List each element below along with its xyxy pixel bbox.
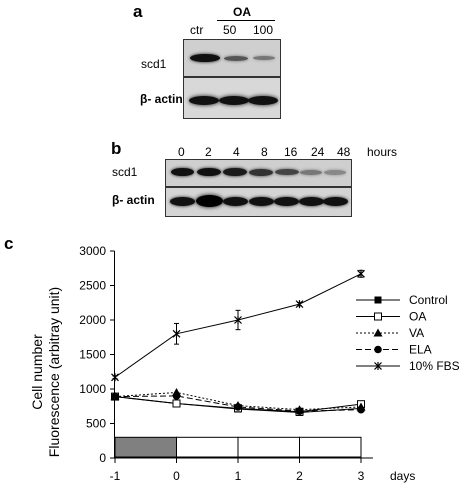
marker-filled-triangle [373, 328, 383, 337]
lane-label-50: 50 [223, 23, 237, 37]
treatment-label: OA [233, 5, 251, 19]
timepoint-48: 48 [337, 145, 351, 159]
y-tick-label: 500 [86, 417, 106, 431]
schedule-segment-white [299, 436, 362, 458]
band-b-actin-48 [323, 197, 348, 206]
x-tick-label: 1 [235, 469, 242, 483]
chart-legend: Control OA VA ELA 10% FBS [356, 293, 460, 373]
marker-filled-circle [295, 407, 304, 415]
x-tick-label: 3 [358, 469, 365, 483]
marker-asterisk [234, 316, 242, 324]
band-b-actin-8 [249, 197, 274, 206]
scd1-label-a: scd1 [141, 57, 167, 71]
panel-a-letter: a [133, 2, 143, 21]
treatment-bracket [217, 20, 275, 21]
band-b-actin-16 [274, 197, 299, 206]
series-ela [111, 392, 365, 415]
y-tick-label: 1000 [79, 382, 106, 396]
band-b-scd1-24 [300, 170, 322, 175]
legend-entry: OA [356, 310, 426, 324]
band-b-actin-0 [170, 197, 195, 206]
legend-label: VA [409, 326, 424, 340]
band-a-scd1-ctr [190, 54, 220, 62]
panel-b-letter: b [111, 139, 122, 158]
chart-series [110, 269, 366, 416]
timepoint-2: 2 [205, 145, 212, 159]
band-a-actin-100 [248, 96, 278, 105]
marker-filled-circle [111, 392, 119, 401]
band-a-actin-50 [219, 96, 249, 105]
marker-asterisk [374, 362, 382, 370]
y-tick-label: 1500 [79, 348, 106, 362]
schedule-segment-white [176, 436, 239, 458]
marker-filled-circle [357, 405, 365, 414]
marker-open-square [374, 312, 382, 321]
legend-entry: VA [356, 326, 424, 340]
marker-asterisk [357, 269, 365, 278]
x-tick-label: 0 [173, 469, 180, 483]
marker-filled-circle [172, 392, 181, 400]
marker-filled-circle [234, 403, 242, 411]
timepoint-8: 8 [261, 145, 268, 159]
blot-a-scd1 [183, 39, 281, 77]
timepoint-unit: hours [367, 145, 398, 159]
band-b-scd1-0 [171, 168, 194, 176]
y-tick-label: 2500 [79, 279, 106, 293]
actin-label-a: β- actin [140, 92, 183, 106]
series-10-fbs [111, 269, 365, 382]
schedule-segment-white [237, 436, 300, 458]
blot-b-scd1 [165, 159, 352, 187]
band-b-scd1-48 [324, 170, 346, 175]
marker-asterisk [295, 300, 304, 309]
lane-label-ctr: ctr [190, 23, 204, 37]
marker-filled-square [374, 296, 382, 304]
legend-entry: Control [356, 293, 448, 307]
blot-a-actin [183, 77, 281, 119]
series-line [114, 395, 362, 412]
scd1-label-b: scd1 [112, 165, 138, 179]
timepoint-0: 0 [178, 145, 185, 159]
band-b-scd1-2 [197, 168, 221, 176]
band-b-scd1-8 [249, 169, 273, 176]
x-axis-label: days [390, 469, 415, 483]
timepoint-4: 4 [233, 145, 240, 159]
timepoint-24: 24 [311, 145, 325, 159]
panel-c-letter: c [4, 234, 14, 253]
band-b-actin-4 [223, 197, 248, 206]
band-b-actin-2 [196, 195, 223, 207]
band-b-scd1-4 [223, 168, 247, 176]
y-tick-label: 0 [99, 451, 106, 465]
chart-axes: 0 500 1000 1500 2000 2500 3000 -1 0 1 2 3 days [79, 244, 415, 483]
band-a-actin-ctr [189, 96, 219, 105]
lane-label-100: 100 [253, 23, 274, 37]
legend-label: 10% FBS [409, 359, 460, 373]
actin-label-b: β- actin [112, 193, 155, 207]
marker-asterisk [172, 329, 181, 338]
x-tick-label: 2 [296, 469, 303, 483]
band-b-actin-24 [299, 197, 324, 206]
x-tick-label: -1 [110, 469, 121, 483]
legend-entry: 10% FBS [356, 359, 460, 373]
timepoint-16: 16 [284, 145, 298, 159]
band-b-scd1-16 [275, 169, 299, 175]
y-tick-label: 3000 [79, 244, 106, 258]
marker-open-square [172, 399, 181, 408]
y-tick-label: 2000 [79, 313, 106, 327]
band-a-scd1-50 [224, 56, 248, 61]
schedule-segment-gray [114, 436, 177, 458]
marker-filled-circle [374, 345, 382, 354]
marker-asterisk [111, 373, 119, 382]
legend-label: ELA [409, 343, 432, 357]
band-a-scd1-100 [253, 56, 275, 60]
legend-entry: ELA [356, 343, 432, 357]
legend-label: Control [409, 293, 448, 307]
legend-label: OA [409, 310, 426, 324]
blot-b-actin [165, 187, 352, 217]
treatment-schedule-bar [114, 436, 362, 458]
